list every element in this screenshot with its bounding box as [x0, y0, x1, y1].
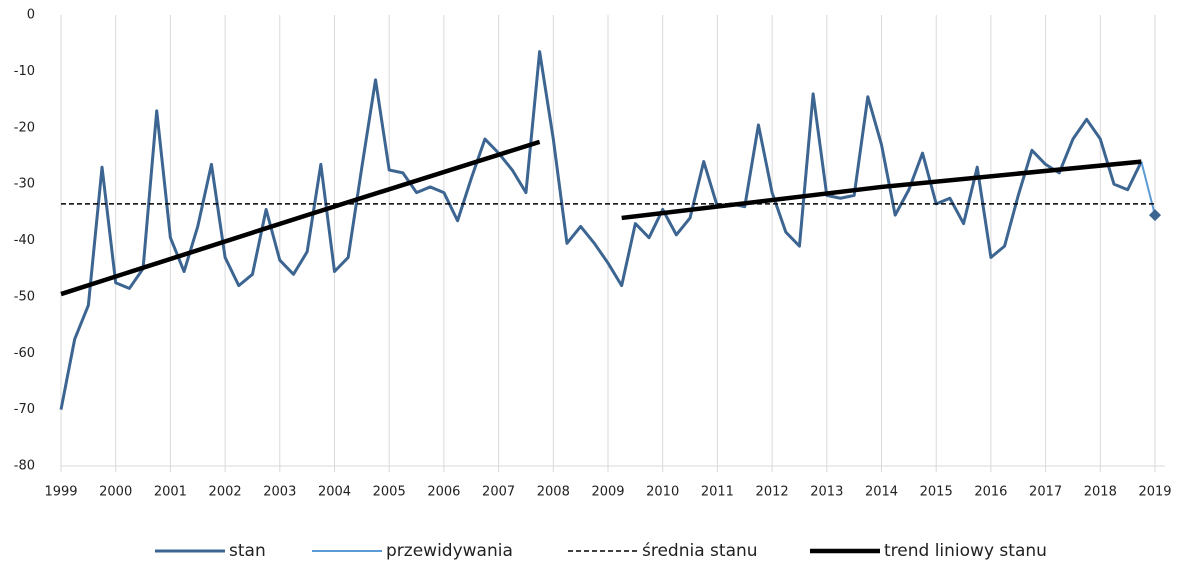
- x-tick-label: 2012: [756, 485, 789, 500]
- y-tick-label: -60: [14, 346, 35, 361]
- legend-label: stan: [229, 541, 266, 561]
- y-tick-label: -10: [14, 64, 35, 79]
- y-tick-label: 0: [27, 8, 35, 23]
- x-tick-label: 2005: [373, 485, 406, 500]
- y-tick-label: -70: [14, 402, 35, 417]
- series-line: [59, 50, 1143, 410]
- x-tick-label: 2009: [591, 485, 624, 500]
- y-tick-label: -80: [14, 459, 35, 474]
- marker: [1149, 209, 1161, 222]
- y-tick-label: -30: [14, 177, 35, 192]
- x-tick-label: 2019: [1138, 485, 1171, 500]
- x-tick-label: 2017: [1029, 485, 1062, 500]
- x-tick-label: 2014: [865, 485, 898, 500]
- x-tick-label: 2001: [154, 485, 187, 500]
- legend-label: przewidywania: [386, 541, 513, 561]
- y-tick-label: -50: [14, 289, 35, 304]
- x-tick-label: 2013: [810, 485, 843, 500]
- series-line: [60, 139, 1142, 297]
- x-tick-label: 2000: [99, 485, 132, 500]
- x-tick-label: 2008: [537, 485, 570, 500]
- y-tick-label: -40: [14, 233, 35, 248]
- x-tick-label: 2015: [920, 485, 953, 500]
- x-tick-label: 2002: [209, 485, 242, 500]
- x-tick-label: 2006: [427, 485, 460, 500]
- legend-label: średnia stanu: [642, 541, 758, 561]
- x-tick-label: 2007: [482, 485, 515, 500]
- x-tick-label: 2011: [701, 485, 734, 500]
- x-tick-label: 2004: [318, 485, 351, 500]
- x-tick-label: 2016: [974, 485, 1007, 500]
- legend-label: trend liniowy stanu: [884, 541, 1047, 561]
- series-line: [1140, 161, 1156, 216]
- x-tick-label: 2018: [1084, 485, 1117, 500]
- x-tick-label: 2010: [646, 485, 679, 500]
- x-tick-label: 1999: [44, 485, 77, 500]
- y-tick-label: -20: [14, 120, 35, 135]
- x-tick-label: 2003: [263, 485, 296, 500]
